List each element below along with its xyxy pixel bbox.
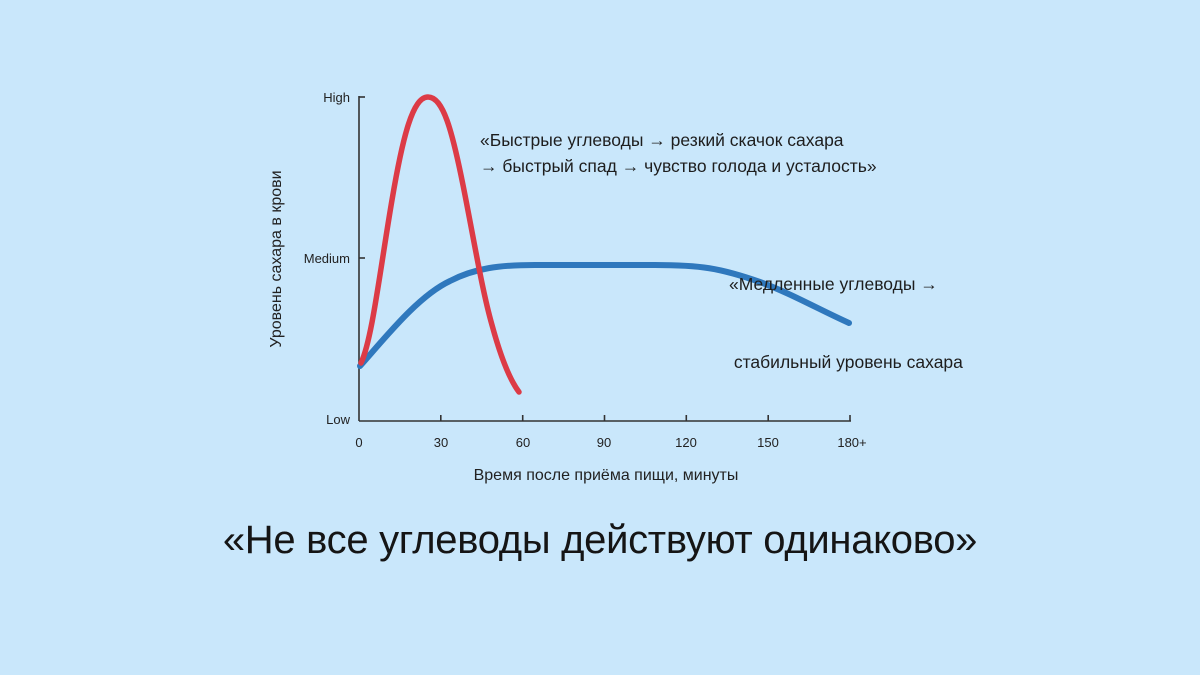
x-label-90: 90 <box>597 435 611 450</box>
slow-carbs-annotation: «Медленные углеводы → стабильный уровень… <box>729 219 963 401</box>
y-label-high: High <box>323 90 350 105</box>
caption: «Не все углеводы действуют одинаково» <box>222 518 978 562</box>
fast-carbs-annotation-line2: → быстрый спад → чувство голода и устало… <box>480 156 877 176</box>
fast-carbs-annotation-line1: «Быстрые углеводы → резкий скачок сахара <box>480 130 844 150</box>
x-label-180: 180+ <box>837 435 866 450</box>
x-label-150: 150 <box>757 435 779 450</box>
x-label-60: 60 <box>516 435 530 450</box>
slow-carbs-annotation-line1: «Медленные углеводы → <box>729 274 938 294</box>
fast-carbs-annotation: «Быстрые углеводы → резкий скачок сахара… <box>480 127 877 179</box>
y-label-medium: Medium <box>304 251 350 266</box>
x-label-120: 120 <box>675 435 697 450</box>
slow-carbs-annotation-line2: стабильный уровень сахара <box>729 352 963 372</box>
fast-carbs-curve <box>358 94 522 395</box>
x-label-0: 0 <box>355 435 362 450</box>
slow-carbs-curve <box>357 262 852 369</box>
x-label-30: 30 <box>434 435 448 450</box>
y-label-low: Low <box>326 412 350 427</box>
y-axis-title: Уровень сахара в крови <box>268 170 285 347</box>
x-axis-title: Время после приёма пищи, минуты <box>474 467 739 484</box>
